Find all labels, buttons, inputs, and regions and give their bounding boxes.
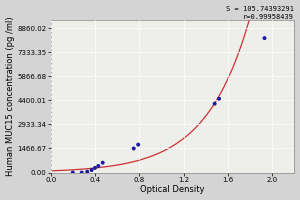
Point <box>217 97 221 100</box>
Point <box>79 171 84 174</box>
Point <box>96 164 101 168</box>
Point <box>136 143 141 146</box>
Point <box>70 171 75 174</box>
Text: S = 105.74393291
r=0.99958439: S = 105.74393291 r=0.99958439 <box>226 6 294 20</box>
Y-axis label: Human MUC15 concentration (pg /ml): Human MUC15 concentration (pg /ml) <box>6 16 15 176</box>
X-axis label: Optical Density: Optical Density <box>140 185 205 194</box>
Point <box>89 168 94 172</box>
Point <box>131 147 136 150</box>
Point <box>85 170 90 173</box>
Point <box>93 166 98 170</box>
Point <box>262 37 267 40</box>
Point <box>212 102 217 105</box>
Point <box>100 161 105 164</box>
